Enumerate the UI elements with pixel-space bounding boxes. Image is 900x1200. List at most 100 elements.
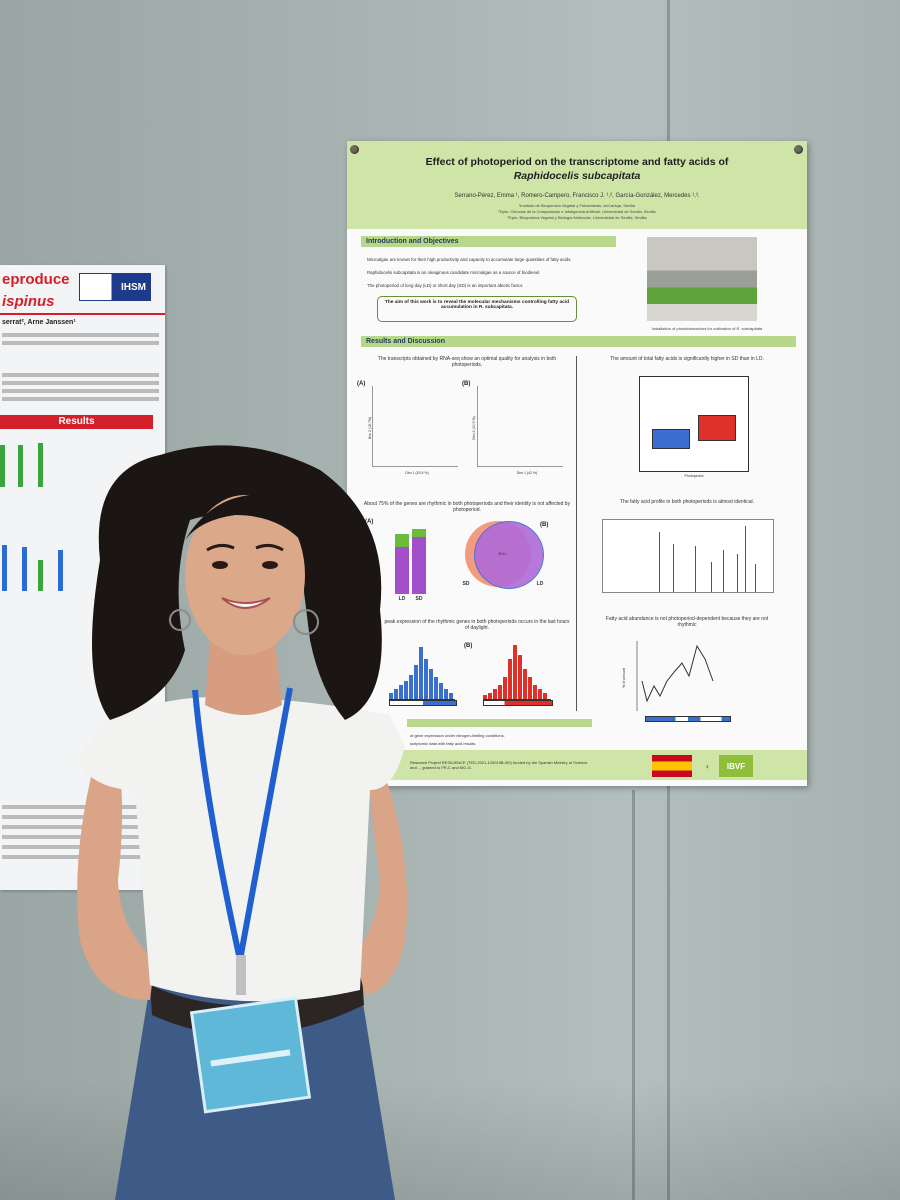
left-arm	[77, 760, 155, 1000]
ld-histogram	[389, 641, 455, 700]
left-poster-results-heading: Results	[0, 415, 153, 429]
poster-authors: Serrano-Pérez, Emma ¹, Romero-Campero, F…	[454, 193, 700, 199]
panel-a-label: (A)	[357, 381, 366, 387]
wall-seam	[632, 790, 635, 1200]
chart-bar	[0, 445, 5, 487]
profile-caption: The fatty acid profile in both photoperi…	[620, 499, 754, 505]
curly-hair	[92, 445, 382, 720]
rnaseq-caption: The transcripts obtained by RNA-seq show…	[377, 356, 557, 368]
histogram-bar	[483, 695, 487, 699]
intro-bullet: The photoperiod of long day (LD) or shor…	[367, 283, 524, 288]
smile	[221, 597, 271, 609]
poster-title: Effect of photoperiod on the transcripto…	[425, 156, 729, 168]
face	[185, 495, 305, 655]
chart-bar	[2, 545, 7, 591]
chromatogram-peak	[659, 532, 660, 592]
chromatogram-peak	[737, 554, 738, 592]
conclusion-text: of gene expression under nitrogen-limiti…	[410, 733, 505, 738]
text-line	[2, 825, 159, 829]
name-badge	[189, 996, 312, 1114]
chart-bar	[18, 445, 23, 487]
chart-bar	[38, 443, 43, 487]
earring	[293, 609, 319, 635]
fatty-acid-chromatogram	[602, 519, 774, 593]
histogram-bar	[449, 693, 453, 699]
histogram-bar	[399, 685, 403, 699]
ld-label: LD	[398, 596, 406, 602]
histogram-bar	[498, 685, 502, 699]
divider	[0, 313, 165, 315]
histogram-bar	[419, 647, 423, 699]
intro-section-heading: Introduction and Objectives	[361, 236, 616, 247]
photobioreactor-photo	[647, 237, 757, 321]
ibvf-logo: IBVF	[719, 755, 753, 777]
histogram-bar	[404, 681, 408, 699]
abundance-line-chart	[636, 641, 714, 711]
abundance-caption: Fatty acid abundance is not photoperiod-…	[605, 616, 769, 628]
light-dark-bar	[645, 716, 731, 722]
earring	[169, 609, 191, 631]
text-line	[2, 373, 159, 377]
panel-a-label: (A)	[365, 519, 374, 525]
histogram-bar	[533, 685, 537, 699]
white-top	[75, 697, 405, 1002]
chromatogram-peak	[723, 550, 724, 592]
venn-ld-label: LD	[536, 581, 544, 587]
text-line	[2, 389, 159, 393]
ld-box	[652, 429, 690, 449]
histogram-bar	[493, 689, 497, 699]
neck	[205, 640, 282, 715]
histogram-bar	[414, 665, 418, 699]
chart-bar	[38, 560, 43, 591]
histogram-bar	[424, 659, 428, 699]
histogram-bar	[523, 669, 527, 699]
poster-affiliation: ³Dpto. Bioquímica Vegetal y Biología Mol…	[507, 215, 647, 220]
chart-bar	[58, 550, 63, 591]
chromatogram-peak	[673, 544, 674, 592]
ld-stacked-bar	[395, 534, 409, 594]
histogram-bar	[409, 675, 413, 699]
sd-box	[698, 415, 736, 441]
pushpin-icon	[350, 145, 359, 154]
intro-bullet: Microalgae are known for their high prod…	[367, 257, 572, 262]
left-poster-title: eproduce	[2, 271, 70, 288]
chart-bar	[22, 547, 27, 591]
histogram-bar	[508, 659, 512, 699]
histogram-bar	[389, 693, 393, 699]
research-poster: Effect of photoperiod on the transcripto…	[347, 141, 807, 786]
eyebrow	[255, 543, 284, 552]
histogram-bar	[444, 689, 448, 699]
photo-caption: Installation of photobioreactors for cul…	[651, 326, 763, 331]
pushpin-icon	[794, 145, 803, 154]
panel-b-label: (B)	[540, 522, 549, 528]
histogram-bar	[488, 693, 492, 699]
histogram-bar	[538, 689, 542, 699]
histogram-bar	[518, 655, 522, 699]
chromatogram-peak	[711, 562, 712, 592]
rhythmic-caption: About 75% of the genes are rhythmic in b…	[363, 501, 571, 513]
histogram-bar	[513, 645, 517, 699]
column-divider	[576, 356, 577, 711]
histogram-bar	[528, 677, 532, 699]
fatty-acid-boxplot	[639, 376, 749, 472]
poster-affiliation: ²Dpto. Ciencias de la Computación e Inte…	[498, 209, 656, 214]
poster-header: Effect of photoperiod on the transcripto…	[347, 141, 807, 229]
panel-b-label: (B)	[464, 643, 473, 649]
histogram-bar	[434, 677, 438, 699]
funding-text: Research Project RESILIENCE (TED-2021-12…	[410, 760, 588, 770]
light-dark-bar	[483, 700, 553, 706]
csic-logo: ◐	[705, 761, 711, 771]
hair-fringe	[185, 494, 305, 545]
fatty-total-caption: The amount of total fatty acids is signi…	[610, 356, 764, 362]
text-line	[2, 815, 159, 819]
venn-center-value: 4011	[497, 551, 507, 556]
abundance-series	[641, 644, 714, 703]
axis-label: Dim 1 (15.5 %)	[405, 471, 429, 475]
pca-plot	[372, 386, 458, 467]
poster-title-species: Raphidocelis subcapitata	[513, 170, 641, 182]
light-dark-bar	[389, 700, 457, 706]
results-section-heading: Results and Discussion	[361, 336, 796, 347]
panel-b-label: (B)	[462, 381, 471, 387]
chromatogram-peak	[745, 526, 746, 592]
